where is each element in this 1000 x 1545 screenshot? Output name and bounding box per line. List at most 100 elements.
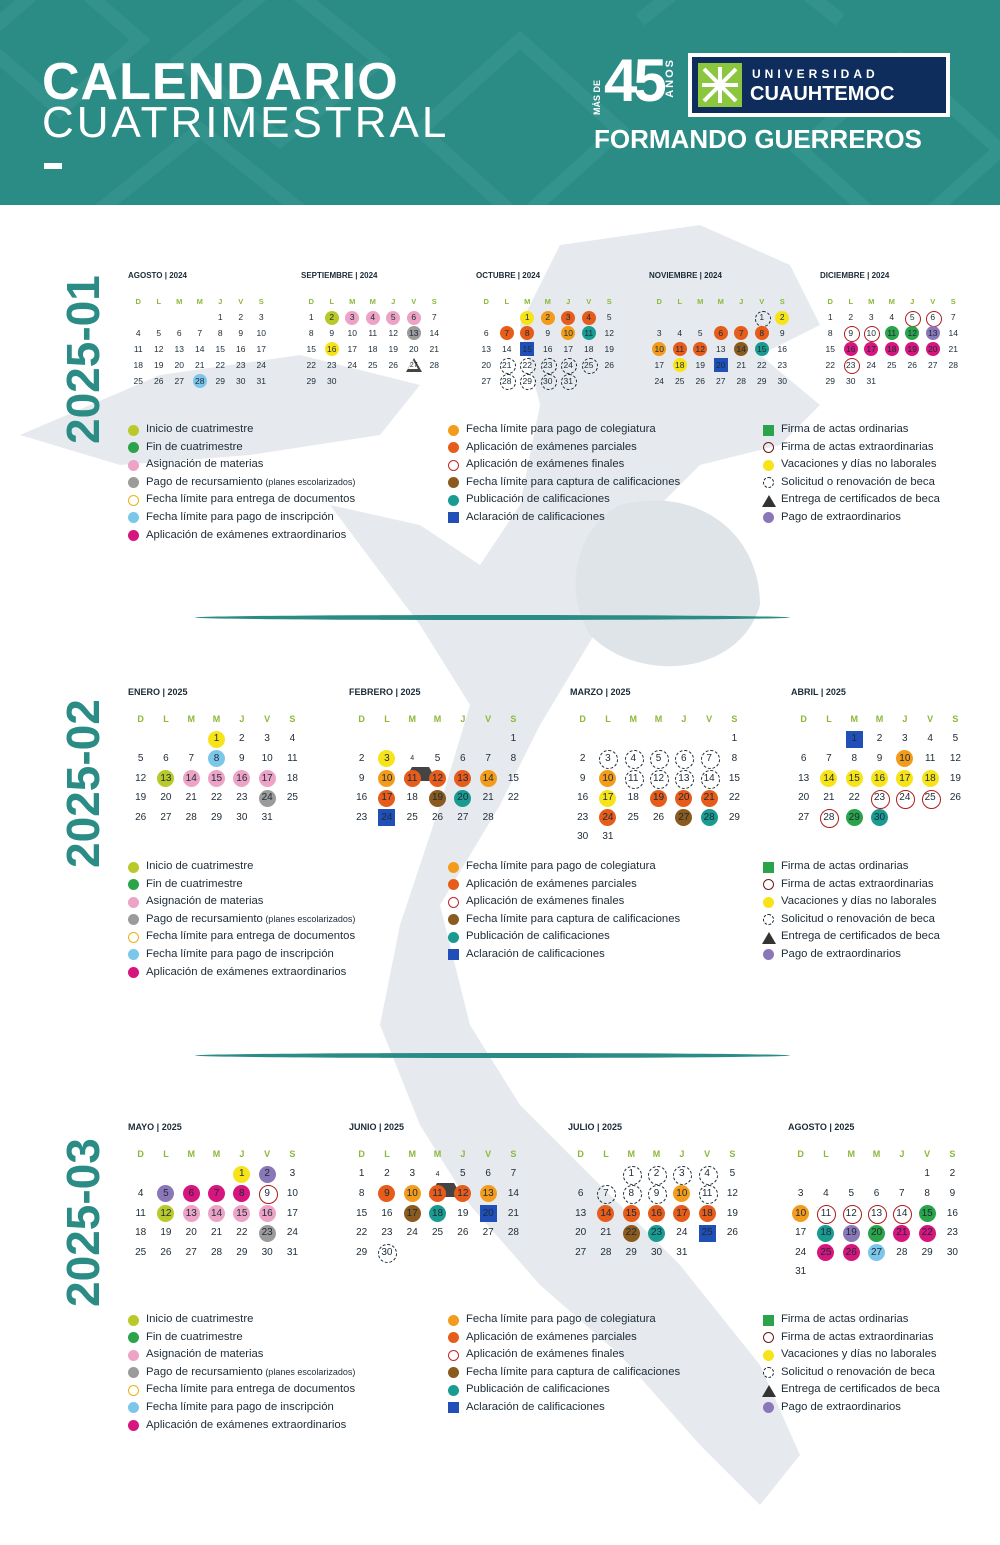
legend-item: Aplicación de exámenes finales bbox=[448, 893, 680, 911]
day-cell: 12 bbox=[450, 1184, 475, 1204]
day-cell: 6 bbox=[800, 752, 807, 764]
day-cell: 15 bbox=[752, 341, 773, 357]
day-cell: 14 bbox=[948, 328, 958, 339]
day-cell: 24 bbox=[286, 1227, 298, 1239]
day-cell: 2 bbox=[579, 752, 586, 764]
day-cell: 12 bbox=[839, 1204, 864, 1224]
month-name: ENERO | 2025 bbox=[128, 687, 188, 697]
day-cell: 4 bbox=[289, 733, 296, 745]
day-cell: 5 bbox=[729, 1168, 736, 1180]
legend-label: Fecha límite para pago de colegiatura bbox=[466, 860, 656, 872]
day-cell: 8 bbox=[619, 1184, 644, 1205]
month-grid: D L M M J V S 1 2 3 4 5 6 7 8 9 10 11 12 13 14 15 16 17 18 19 20 21… bbox=[649, 294, 793, 389]
day-cell: 22 bbox=[215, 359, 225, 370]
legend-label: Fecha límite para pago de colegiatura bbox=[466, 1313, 656, 1325]
month-name: MAYO | 2025 bbox=[128, 1122, 182, 1132]
legend-label: Firma de actas ordinarias bbox=[781, 1313, 909, 1325]
day-cell: 2 bbox=[949, 1168, 956, 1180]
legend-item: Aclaración de calificaciones bbox=[448, 946, 680, 964]
weekday-header: V bbox=[264, 714, 271, 725]
day-cell: 26 bbox=[839, 1243, 864, 1263]
day-cell: 24 bbox=[892, 788, 917, 809]
empty-cell bbox=[149, 310, 170, 326]
month-grid: D L M M J V S 1 2 3 4 5 6 7 8 9 10 11 12 13 14 15 16 17 18 19 20 21… bbox=[791, 710, 968, 828]
day-cell: 12 bbox=[135, 772, 147, 784]
legend-item: Publicación de calificaciones bbox=[448, 491, 680, 509]
day-cell: 10 bbox=[256, 328, 266, 339]
legend-label: Firma de actas extraordinarias bbox=[781, 877, 934, 890]
day-cell: 2 bbox=[239, 733, 245, 745]
day-cell: 2 bbox=[538, 310, 559, 326]
legend-swatch-icon bbox=[448, 1402, 459, 1414]
day-cell: 31 bbox=[558, 373, 579, 390]
day-cell: 14 bbox=[204, 1204, 229, 1224]
month-abril-2025: ABRIL | 2025 D L M M J V S 1 2 3 4 5 6 7 8 9 10 11 12 13 14 1… bbox=[791, 687, 968, 828]
legend-item: Aclaración de calificaciones bbox=[448, 1399, 680, 1417]
day-cell: 28 bbox=[816, 808, 841, 828]
weekday-header: V bbox=[485, 714, 492, 725]
legend-label: Fin de cuatrimestre bbox=[146, 877, 243, 890]
day-cell: 15 bbox=[914, 1204, 939, 1224]
legend-item: Fecha límite para pago de inscripción bbox=[128, 946, 355, 964]
day-cell: 26 bbox=[457, 1227, 469, 1239]
day-cell: 25 bbox=[406, 811, 418, 823]
empty-cell bbox=[128, 1165, 153, 1185]
day-cell: 17 bbox=[795, 1227, 807, 1239]
day-cell: 24 bbox=[676, 1227, 688, 1239]
weekday-header: M bbox=[875, 714, 884, 725]
weekday-header: D bbox=[579, 714, 586, 725]
weekday-header: M bbox=[187, 1149, 195, 1160]
day-cell: 6 bbox=[404, 310, 425, 326]
empty-cell bbox=[179, 730, 204, 750]
legend-item: Solicitud o renovación de beca bbox=[763, 1364, 940, 1382]
day-cell: 1 bbox=[217, 312, 223, 323]
day-cell: 10 bbox=[347, 328, 357, 339]
day-cell: 14 bbox=[816, 769, 841, 789]
legend-item: Asignación de materias bbox=[128, 893, 355, 911]
day-cell: 20 bbox=[185, 1227, 197, 1239]
day-cell: 12 bbox=[949, 752, 961, 764]
day-cell: 22 bbox=[728, 792, 740, 804]
day-cell: 26 bbox=[160, 1246, 172, 1258]
day-cell: 12 bbox=[153, 1204, 178, 1224]
day-cell: 6 bbox=[873, 1187, 880, 1199]
weekday-header: M bbox=[187, 714, 195, 725]
legend-label: Asignación de materias bbox=[146, 895, 264, 908]
day-cell: 17 bbox=[400, 1204, 425, 1224]
day-cell: 13 bbox=[575, 1207, 587, 1219]
weekday-header: M bbox=[544, 297, 551, 307]
day-cell: 5 bbox=[434, 752, 441, 764]
logo-mark-icon bbox=[698, 63, 742, 107]
month-name: FEBRERO | 2025 bbox=[349, 687, 421, 697]
day-cell: 1 bbox=[752, 310, 773, 327]
day-cell: 27 bbox=[185, 1246, 197, 1258]
day-cell: 13 bbox=[450, 769, 475, 789]
legend-swatch-icon bbox=[763, 459, 774, 471]
legend-swatch-icon bbox=[763, 442, 774, 454]
empty-cell bbox=[621, 730, 646, 750]
day-cell: 10 bbox=[892, 749, 917, 769]
weekday-header: J bbox=[239, 1149, 245, 1160]
day-cell: 11 bbox=[694, 1184, 719, 1205]
month-grid: D L M M J V S 1 2 3 4 5 6 7 8 9 10 11 12 13 14 15 16 17 18 19 20 21… bbox=[476, 294, 620, 390]
month-marzo-2025: MARZO | 2025 D L M M J V S 1 2 3 4 5 6 7 8 9 10 11 12 13 14 1… bbox=[570, 687, 747, 847]
day-cell: 5 bbox=[137, 752, 144, 764]
legend-label: Pago de extraordinarios bbox=[781, 947, 901, 960]
day-cell: 27 bbox=[864, 1243, 889, 1263]
day-cell: 12 bbox=[726, 1187, 738, 1199]
day-cell: 17 bbox=[254, 769, 279, 789]
day-cell: 18 bbox=[406, 792, 418, 804]
day-cell: 17 bbox=[286, 1207, 298, 1219]
day-cell: 6 bbox=[711, 326, 732, 342]
weekday-header: M bbox=[652, 1149, 661, 1160]
day-cell: 14 bbox=[507, 1187, 519, 1199]
day-cell: 12 bbox=[154, 344, 164, 355]
day-cell: 30 bbox=[236, 375, 246, 386]
day-cell: 29 bbox=[215, 375, 225, 386]
weekday-header: M bbox=[408, 1149, 416, 1160]
legend-item: Aplicación de exámenes finales bbox=[448, 456, 680, 474]
day-cell: 13 bbox=[864, 1204, 889, 1224]
day-cell: 11 bbox=[670, 341, 691, 357]
day-cell: 24 bbox=[866, 359, 876, 370]
day-cell: 10 bbox=[374, 769, 399, 789]
